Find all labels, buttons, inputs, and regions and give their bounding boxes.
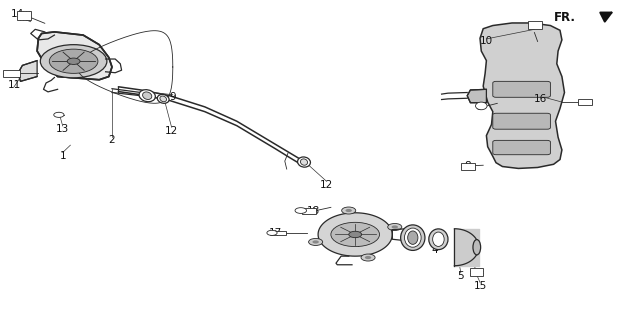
Circle shape bbox=[308, 238, 323, 245]
FancyBboxPatch shape bbox=[493, 81, 550, 97]
Text: 1: 1 bbox=[60, 151, 66, 161]
Text: 16: 16 bbox=[534, 94, 547, 104]
Circle shape bbox=[346, 209, 352, 212]
Circle shape bbox=[67, 58, 80, 64]
Ellipse shape bbox=[139, 90, 156, 102]
Text: 9: 9 bbox=[170, 92, 176, 102]
Ellipse shape bbox=[404, 228, 421, 247]
Ellipse shape bbox=[408, 231, 418, 244]
Circle shape bbox=[331, 222, 380, 247]
Circle shape bbox=[49, 49, 98, 73]
Ellipse shape bbox=[300, 159, 308, 165]
Ellipse shape bbox=[433, 232, 444, 246]
Polygon shape bbox=[318, 213, 392, 256]
Text: 12: 12 bbox=[165, 126, 178, 136]
Circle shape bbox=[312, 240, 319, 243]
Text: 10: 10 bbox=[480, 36, 493, 47]
FancyBboxPatch shape bbox=[302, 208, 316, 214]
Text: 6: 6 bbox=[476, 102, 482, 112]
Text: 2: 2 bbox=[109, 135, 115, 145]
Circle shape bbox=[365, 256, 371, 259]
Text: 11: 11 bbox=[8, 79, 20, 90]
Polygon shape bbox=[18, 61, 37, 81]
Text: 3: 3 bbox=[406, 241, 413, 251]
FancyBboxPatch shape bbox=[493, 140, 550, 155]
Text: 12: 12 bbox=[320, 180, 333, 190]
Text: FR.: FR. bbox=[554, 11, 576, 24]
Ellipse shape bbox=[473, 240, 481, 255]
FancyBboxPatch shape bbox=[273, 231, 286, 235]
Circle shape bbox=[54, 112, 64, 117]
Circle shape bbox=[392, 226, 398, 229]
Circle shape bbox=[40, 45, 107, 78]
Ellipse shape bbox=[298, 157, 310, 167]
Ellipse shape bbox=[160, 96, 166, 102]
Text: 7: 7 bbox=[355, 239, 362, 249]
Text: 8: 8 bbox=[464, 161, 470, 171]
Text: 13: 13 bbox=[56, 124, 69, 134]
Text: 17: 17 bbox=[269, 228, 282, 238]
FancyBboxPatch shape bbox=[493, 113, 550, 129]
FancyBboxPatch shape bbox=[578, 99, 592, 105]
Circle shape bbox=[361, 254, 375, 261]
Polygon shape bbox=[480, 23, 564, 168]
Text: 4: 4 bbox=[432, 245, 438, 256]
Ellipse shape bbox=[476, 102, 487, 110]
Ellipse shape bbox=[429, 229, 448, 249]
Text: 14: 14 bbox=[12, 9, 24, 19]
FancyBboxPatch shape bbox=[470, 268, 483, 276]
Ellipse shape bbox=[401, 225, 425, 250]
Polygon shape bbox=[37, 32, 112, 80]
Polygon shape bbox=[467, 89, 486, 103]
Text: 18: 18 bbox=[307, 205, 320, 216]
Circle shape bbox=[342, 207, 356, 214]
FancyBboxPatch shape bbox=[17, 11, 31, 20]
Ellipse shape bbox=[157, 94, 169, 103]
Circle shape bbox=[349, 231, 362, 238]
Circle shape bbox=[388, 224, 402, 231]
Circle shape bbox=[295, 208, 307, 213]
Text: 15: 15 bbox=[474, 280, 486, 291]
FancyBboxPatch shape bbox=[3, 70, 20, 77]
Ellipse shape bbox=[143, 92, 152, 100]
FancyBboxPatch shape bbox=[528, 21, 542, 29]
Text: 5: 5 bbox=[458, 271, 464, 281]
Circle shape bbox=[267, 230, 277, 235]
FancyBboxPatch shape bbox=[461, 163, 475, 170]
